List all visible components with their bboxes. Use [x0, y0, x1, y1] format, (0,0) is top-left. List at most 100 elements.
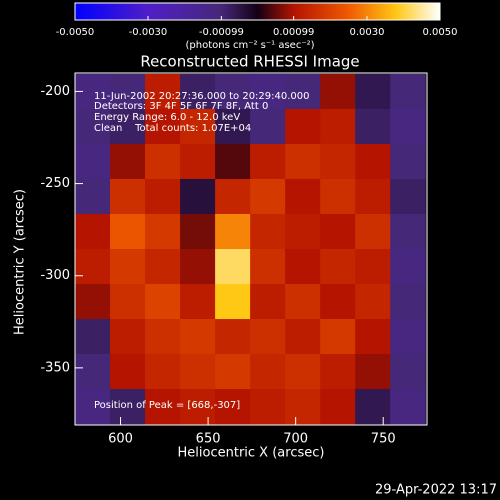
- heatmap-cell: [75, 108, 111, 145]
- colorbar-tick-label: 0.00099: [273, 27, 314, 38]
- heatmap-cell: [285, 389, 321, 425]
- timestamp: 29-Apr-2022 13:17: [375, 483, 497, 498]
- heatmap-cell: [110, 108, 146, 145]
- heatmap-cell: [285, 354, 321, 390]
- heatmap-cell: [250, 319, 286, 355]
- heatmap-cell: [145, 389, 181, 425]
- heatmap-cell: [355, 249, 391, 285]
- heatmap-cell: [110, 389, 146, 425]
- colorbar-tick-label: -0.00099: [199, 27, 244, 38]
- heatmap-cell: [75, 213, 111, 250]
- x-tick-label: 650: [196, 432, 221, 447]
- heatmap-cell: [320, 284, 356, 320]
- y-tick-label: -350: [40, 360, 70, 375]
- heatmap-cell: [250, 249, 286, 285]
- heatmap-cell: [355, 389, 391, 425]
- heatmap-cell: [250, 213, 286, 250]
- heatmap-cell: [145, 213, 181, 250]
- heatmap-cell: [145, 354, 181, 390]
- heatmap-cell: [390, 73, 426, 110]
- heatmap-cell: [110, 143, 146, 180]
- y-tick-label: -250: [40, 176, 70, 191]
- heatmap-cell: [215, 213, 251, 250]
- x-tick-label: 700: [283, 432, 308, 447]
- heatmap-cell: [145, 284, 181, 320]
- heatmap-cell: [75, 319, 111, 355]
- heatmap-cell: [320, 249, 356, 285]
- annotation: Position of Peak = [668,-307]: [94, 400, 240, 411]
- heatmap-cell: [180, 73, 216, 110]
- heatmap-cell: [250, 143, 286, 180]
- heatmap-cell: [180, 319, 216, 355]
- heatmap-cell: [355, 108, 391, 145]
- annotation: 11-Jun-2002 20:27:36.000 to 20:29:40.000: [94, 91, 310, 102]
- heatmap-cell: [285, 143, 321, 180]
- heatmap-cell: [110, 73, 146, 110]
- colorbar-frame: [74, 2, 441, 21]
- heatmap-cell: [215, 354, 251, 390]
- heatmap-cell: [285, 108, 321, 145]
- colorbar-tick-label: -0.0030: [129, 27, 168, 38]
- heatmap: [75, 73, 426, 425]
- heatmap-cell: [215, 73, 251, 110]
- heatmap-cell: [180, 108, 216, 145]
- heatmap-cell: [180, 284, 216, 320]
- heatmap-cell: [250, 284, 286, 320]
- heatmap-cell: [215, 249, 251, 285]
- heatmap-cell: [250, 389, 286, 425]
- heatmap-cell: [390, 389, 426, 425]
- heatmap-cell: [180, 143, 216, 180]
- heatmap-cell: [180, 389, 216, 425]
- x-axis-label: Heliocentric X (arcsec): [178, 446, 325, 461]
- heatmap-cell: [390, 143, 426, 180]
- heatmap-cell: [250, 354, 286, 390]
- annotation: Detectors: 3F 4F 5F 6F 7F 8F, Att 0: [94, 101, 268, 112]
- colorbar-tick-label: 0.0030: [350, 27, 385, 38]
- heatmap-cell: [215, 284, 251, 320]
- heatmap-cell: [390, 249, 426, 285]
- y-tick-label: -200: [40, 84, 70, 99]
- heatmap-cell: [215, 178, 251, 215]
- heatmap-cell: [285, 178, 321, 215]
- heatmap-cell: [390, 178, 426, 215]
- heatmap-cell: [285, 73, 321, 110]
- heatmap-cell: [390, 319, 426, 355]
- heatmap-cell: [320, 73, 356, 110]
- heatmap-cell: [320, 389, 356, 425]
- colorbar-label: (photons cm⁻² s⁻¹ asec⁻²): [185, 40, 314, 51]
- colorbar-tick-label: -0.0050: [56, 27, 95, 38]
- heatmap-cell: [250, 73, 286, 110]
- heatmap-cell: [75, 284, 111, 320]
- y-axis-label: Heliocentric Y (arcsec): [13, 189, 28, 335]
- x-tick-label: 600: [108, 432, 133, 447]
- heatmap-cell: [215, 143, 251, 180]
- heatmap-cell: [110, 354, 146, 390]
- heatmap-cell: [285, 319, 321, 355]
- colorbar-tick-label: 0.0050: [423, 27, 458, 38]
- heatmap-cell: [250, 108, 286, 145]
- heatmap-cell: [145, 108, 181, 145]
- heatmap-cell: [355, 178, 391, 215]
- chart-title: Reconstructed RHESSI Image: [140, 53, 359, 71]
- heatmap-cell: [355, 73, 391, 110]
- heatmap-cell: [355, 354, 391, 390]
- x-tick-label: 750: [371, 432, 396, 447]
- y-tick-label: -300: [40, 268, 70, 283]
- annotation: Clean Total counts: 1.07E+04: [94, 123, 251, 134]
- heatmap-cell: [75, 354, 111, 390]
- heatmap-cell: [320, 108, 356, 145]
- heatmap-cell: [320, 354, 356, 390]
- heatmap-cell: [145, 178, 181, 215]
- heatmap-cell: [285, 284, 321, 320]
- heatmap-cell: [110, 178, 146, 215]
- heatmap-cell: [75, 249, 111, 285]
- heatmap-cell: [75, 178, 111, 215]
- heatmap-cell: [390, 354, 426, 390]
- heatmap-cell: [250, 178, 286, 215]
- heatmap-cell: [145, 319, 181, 355]
- heatmap-cell: [180, 213, 216, 250]
- heatmap-cell: [285, 213, 321, 250]
- heatmap-cell: [110, 249, 146, 285]
- heatmap-cell: [355, 284, 391, 320]
